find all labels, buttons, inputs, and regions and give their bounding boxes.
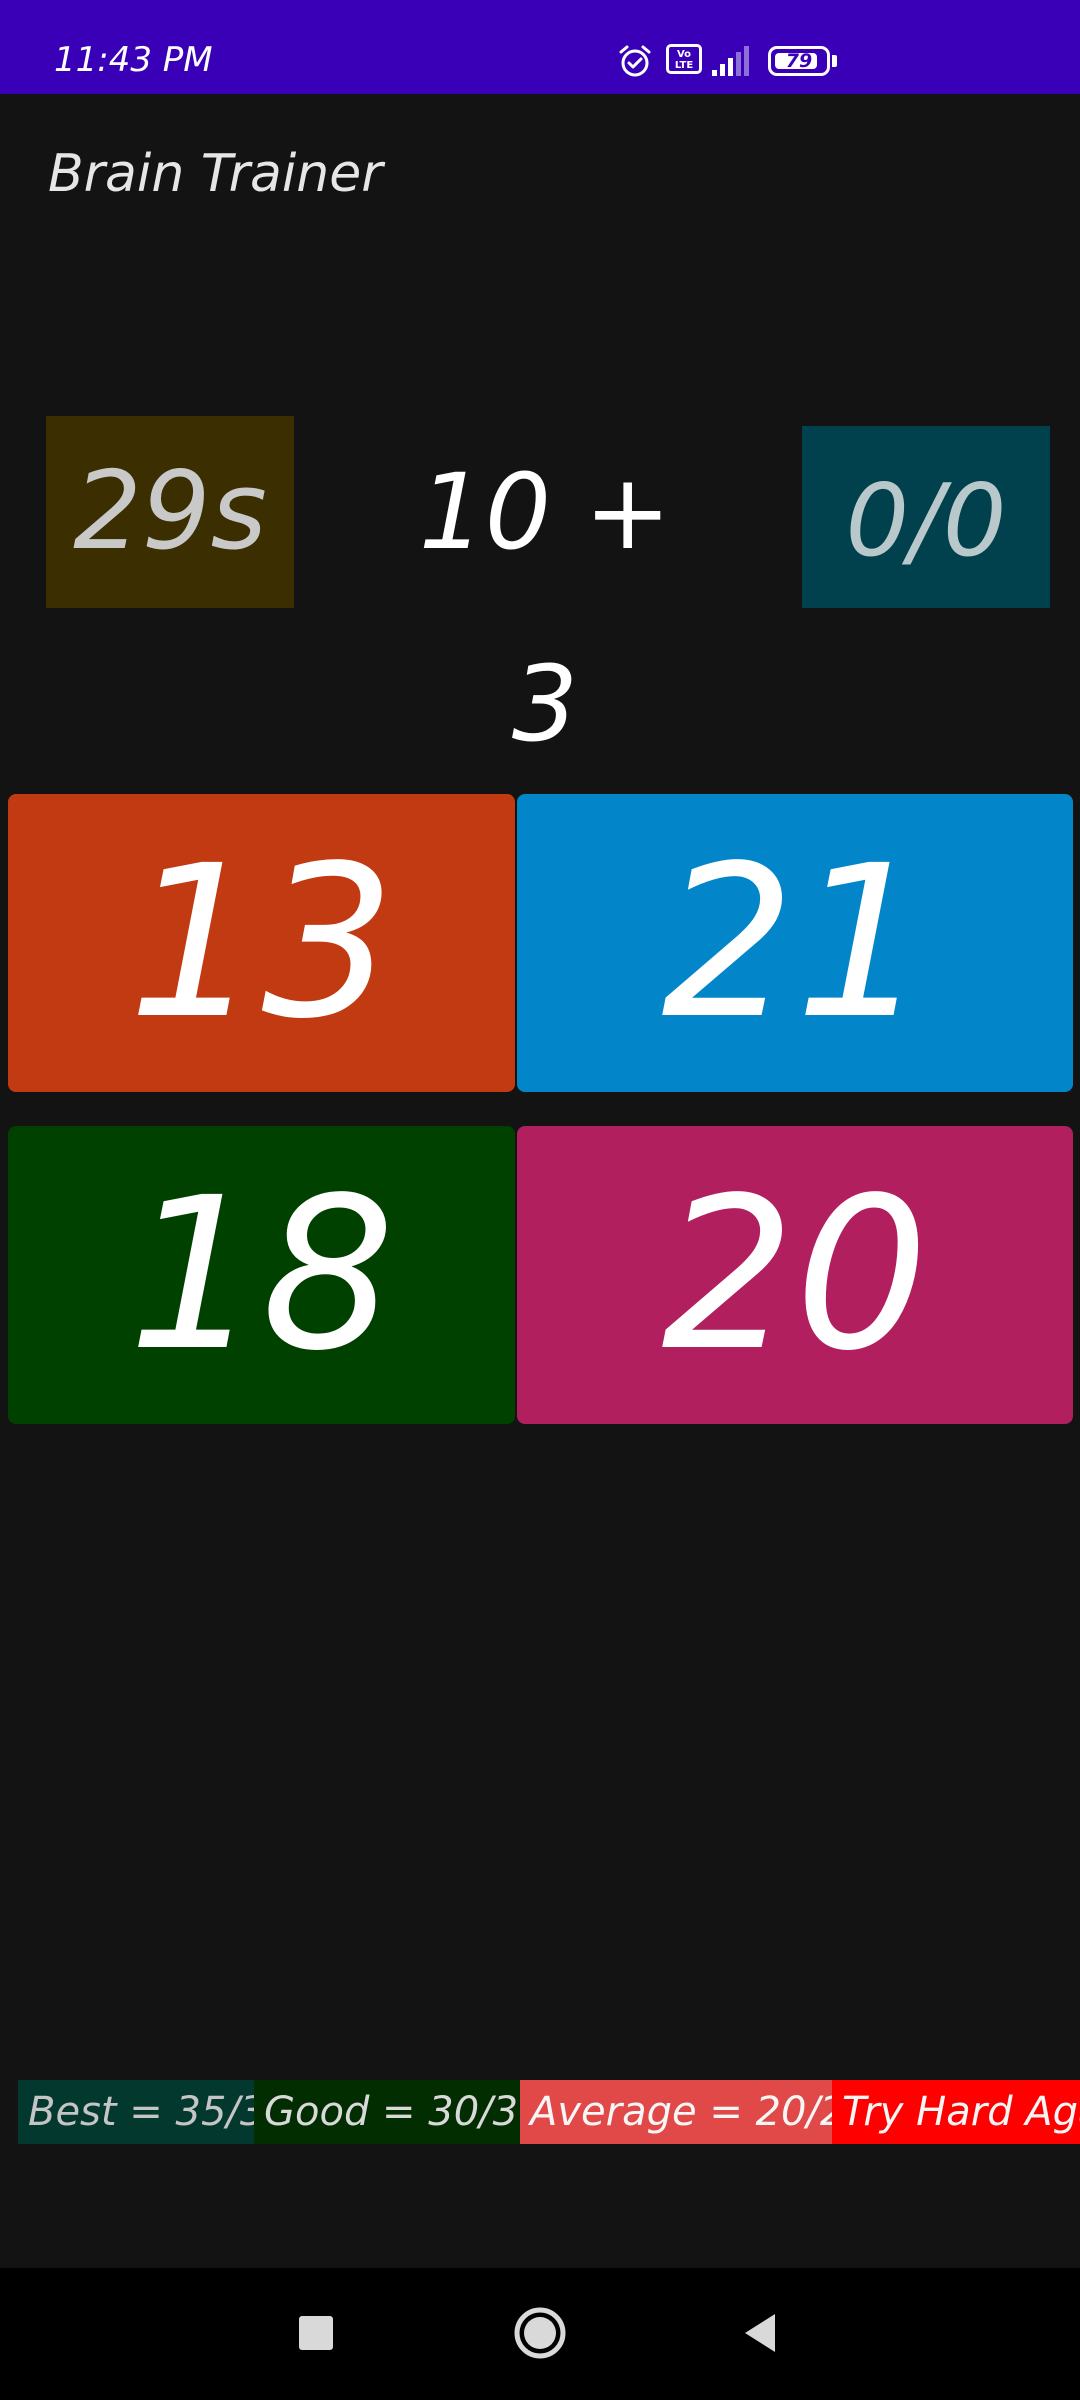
home-icon[interactable] <box>505 2298 575 2368</box>
alarm-icon <box>618 44 652 78</box>
volte-label-top: Vo <box>676 49 692 60</box>
answer-button-2[interactable]: 21 <box>517 794 1073 1092</box>
legend-average: Average = 20/20 <box>520 2080 832 2144</box>
status-time: 11:43 PM <box>54 40 213 80</box>
back-icon[interactable] <box>725 2298 795 2368</box>
legend-good: Good = 30/30 <box>254 2080 520 2144</box>
app-title: Brain Trainer <box>48 144 383 204</box>
answer-button-3[interactable]: 18 <box>8 1126 515 1424</box>
timer-display: 29s <box>46 416 294 608</box>
volte-icon: Vo LTE <box>666 44 702 74</box>
recent-apps-icon[interactable] <box>281 2298 351 2368</box>
battery-fill <box>775 53 817 69</box>
answer-button-1[interactable]: 13 <box>8 794 515 1092</box>
navigation-bar <box>0 2268 1080 2400</box>
battery-icon: 79 <box>768 44 838 78</box>
battery-body <box>768 46 830 76</box>
volte-label-bottom: LTE <box>674 60 694 71</box>
legend-try-hard: Try Hard Again <box>832 2080 1080 2144</box>
status-icons: Vo LTE 79 <box>618 44 838 84</box>
battery-cap <box>832 55 837 67</box>
legend-best: Best = 35/35 <box>18 2080 254 2144</box>
status-bar: 11:43 PM Vo LTE <box>0 0 1080 94</box>
score-display: 0/0 <box>802 426 1050 608</box>
answer-button-4[interactable]: 20 <box>517 1126 1073 1424</box>
signal-icon <box>710 44 754 78</box>
battery-level: 79 <box>785 50 813 72</box>
question-text: 10 + 3 <box>418 451 672 765</box>
score-legend: Best = 35/35 Good = 30/30 Average = 20/2… <box>18 2080 1080 2144</box>
